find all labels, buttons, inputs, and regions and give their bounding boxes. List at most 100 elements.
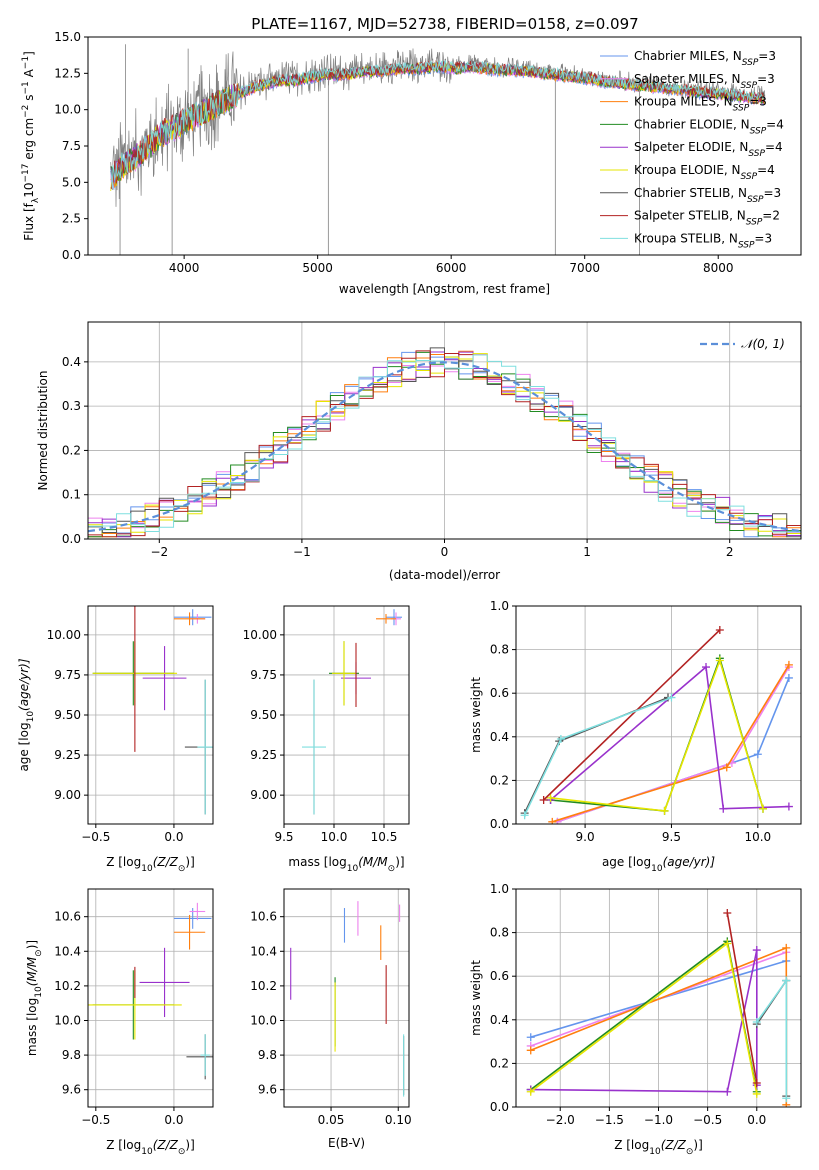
x-tick-label: 2 — [726, 545, 734, 559]
label-part: Flux [f — [22, 202, 36, 240]
figure-title: PLATE=1167, MJD=52738, FIBERID=0158, z=0… — [251, 15, 638, 33]
legend-label-kroupa_elodie: Kroupa ELODIE, NSSP=4 — [634, 163, 775, 182]
x-tick-label: −0.5 — [81, 1113, 110, 1127]
y-tick-label: 9.6 — [258, 1083, 277, 1097]
label-part: 10 — [649, 1147, 661, 1157]
weight-marker-chabrier_miles — [526, 1033, 535, 1042]
x-tick-label: −2.0 — [546, 1113, 575, 1127]
legend-label-kroupa_miles: Kroupa MILES, NSSP=3 — [634, 95, 767, 114]
weight-marker-kroupa_elodie — [752, 1089, 761, 1098]
legend-subscript: SSP — [741, 172, 758, 182]
weight-marker-salpeter_elodie — [752, 946, 761, 955]
x-tick-label: 0.05 — [318, 1113, 345, 1127]
legend-suffix: =3 — [749, 95, 767, 109]
label-part: mass [log — [288, 855, 346, 869]
mass_weight_vs_Z-plot-area — [526, 908, 791, 1107]
weight-marker-kroupa_stelib — [782, 1094, 791, 1103]
spectrum-xlabel: wavelength [Angstrom, rest frame] — [339, 282, 550, 296]
weight-marker-kroupa_stelib — [556, 734, 565, 743]
mass_vs_Z-plot-area — [88, 902, 213, 1080]
x-tick-label: 0.0 — [164, 1113, 183, 1127]
hist-plot-area — [88, 347, 801, 538]
x-tick-label: −2 — [150, 545, 168, 559]
mass_vs_Z-ylabel: mass [log10(M/M⊙)] — [25, 940, 44, 1056]
legend-label-kroupa_stelib: Kroupa STELIB, NSSP=3 — [634, 231, 772, 250]
residual-histogram-kroupa_stelib — [88, 354, 801, 533]
age_vs_Z-xlabel: Z [log10(Z/Z⊙)] — [106, 855, 195, 874]
legend-text: Salpeter STELIB, N — [634, 209, 746, 223]
label-part: 10 — [26, 711, 36, 723]
weight-marker-kroupa_elodie — [546, 793, 555, 802]
weight-marker-chabrier_miles — [784, 673, 793, 682]
x-tick-label: 7000 — [569, 261, 600, 275]
gaussian-curve — [88, 361, 801, 533]
weight-marker-kroupa_miles — [722, 763, 731, 772]
y-tick-label: 0.4 — [490, 1013, 509, 1027]
mass_vs_Z-xlabel: Z [log10(Z/Z⊙)] — [106, 1138, 195, 1157]
label-part: ⊙ — [686, 1147, 694, 1157]
mass_vs_ebv-frame — [283, 888, 410, 1108]
legend-label-chabrier_elodie: Chabrier ELODIE, NSSP=4 — [634, 117, 784, 136]
label-part: mass [log — [25, 998, 39, 1056]
weight-marker-kroupa_stelib — [667, 693, 676, 702]
axes-mass_vs_Z: −0.5 0.0 9.6 9.8 10.0 10.2 10.4 10.6 — [54, 889, 213, 1127]
label-part: (M/M — [25, 956, 39, 986]
y-tick-label: 12.5 — [54, 66, 81, 80]
label-part: ⊙ — [178, 864, 186, 874]
hist-legend-label: 𝒩(0, 1) — [741, 337, 785, 351]
label-part: age [log — [602, 855, 651, 869]
legend-suffix: =4 — [765, 140, 783, 154]
label-part: ⊙ — [388, 864, 396, 874]
x-tick-label: 4000 — [169, 261, 200, 275]
y-tick-label: 0.6 — [490, 686, 509, 700]
y-tick-label: 10.4 — [54, 944, 81, 958]
y-tick-label: 9.75 — [54, 668, 81, 682]
x-tick-label: 5000 — [302, 261, 333, 275]
label-part: ⊙ — [34, 949, 44, 957]
weight-marker-salpeter_stelib — [752, 1079, 761, 1088]
mass_weight_vs_age-xlabel: age [log10(age/yr)] — [602, 855, 715, 874]
label-part: 10 — [347, 864, 359, 874]
x-tick-label: −1 — [293, 545, 311, 559]
weight-marker-kroupa_miles — [784, 660, 793, 669]
legend-suffix: =3 — [758, 49, 776, 63]
weight-line-salpeter_elodie — [549, 665, 789, 810]
y-tick-label: 2.5 — [62, 212, 81, 226]
legend-subscript: SSP — [733, 104, 750, 114]
label-part: −1 — [21, 81, 31, 94]
y-tick-label: 10.4 — [250, 944, 277, 958]
y-tick-label: 10.6 — [250, 910, 277, 924]
y-tick-label: 7.5 — [62, 139, 81, 153]
y-tick-label: 0.6 — [490, 969, 509, 983]
mass_vs_Z-frame — [87, 888, 214, 1108]
legend-subscript: SSP — [738, 240, 755, 250]
weight-marker-kroupa_stelib — [520, 811, 529, 820]
x-tick-label: 1 — [583, 545, 591, 559]
y-tick-label: 0.2 — [490, 773, 509, 787]
spectrum-ylabel: Flux [fλ10−17 erg cm−2 s−1 A−1] — [21, 51, 41, 241]
weight-marker-salpeter_stelib — [723, 908, 732, 917]
legend-subscript: SSP — [748, 149, 765, 159]
weight-marker-kroupa_miles — [782, 943, 791, 952]
axes-age_vs_Z: −0.5 0.0 9.00 9.25 9.50 9.75 10.00 — [47, 606, 213, 844]
x-tick-label: 9.0 — [576, 830, 595, 844]
y-tick-label: 9.75 — [250, 668, 277, 682]
hist-ylabel: Normed distribution — [36, 371, 50, 491]
weight-marker-salpeter_elodie — [723, 1087, 732, 1096]
x-tick-label: 0.10 — [385, 1113, 412, 1127]
mass_weight_vs_Z-ylabel: mass weight — [469, 960, 483, 1036]
legend-text: Kroupa ELODIE, N — [634, 163, 741, 177]
y-tick-label: 10.00 — [47, 628, 81, 642]
x-tick-label: −0.5 — [81, 830, 110, 844]
weight-marker-salpeter_elodie — [719, 804, 728, 813]
label-part: s — [22, 95, 36, 105]
y-tick-label: 0.0 — [490, 1100, 509, 1114]
legend-suffix: =3 — [754, 231, 772, 245]
weight-marker-kroupa_elodie — [759, 804, 767, 813]
label-part: (age/yr)] — [17, 658, 31, 711]
y-tick-label: 15.0 — [54, 30, 81, 44]
legend-text: Salpeter ELODIE, N — [634, 140, 748, 154]
weight-marker-salpeter_stelib — [715, 625, 724, 634]
weight-line-salpeter_stelib — [543, 629, 721, 801]
